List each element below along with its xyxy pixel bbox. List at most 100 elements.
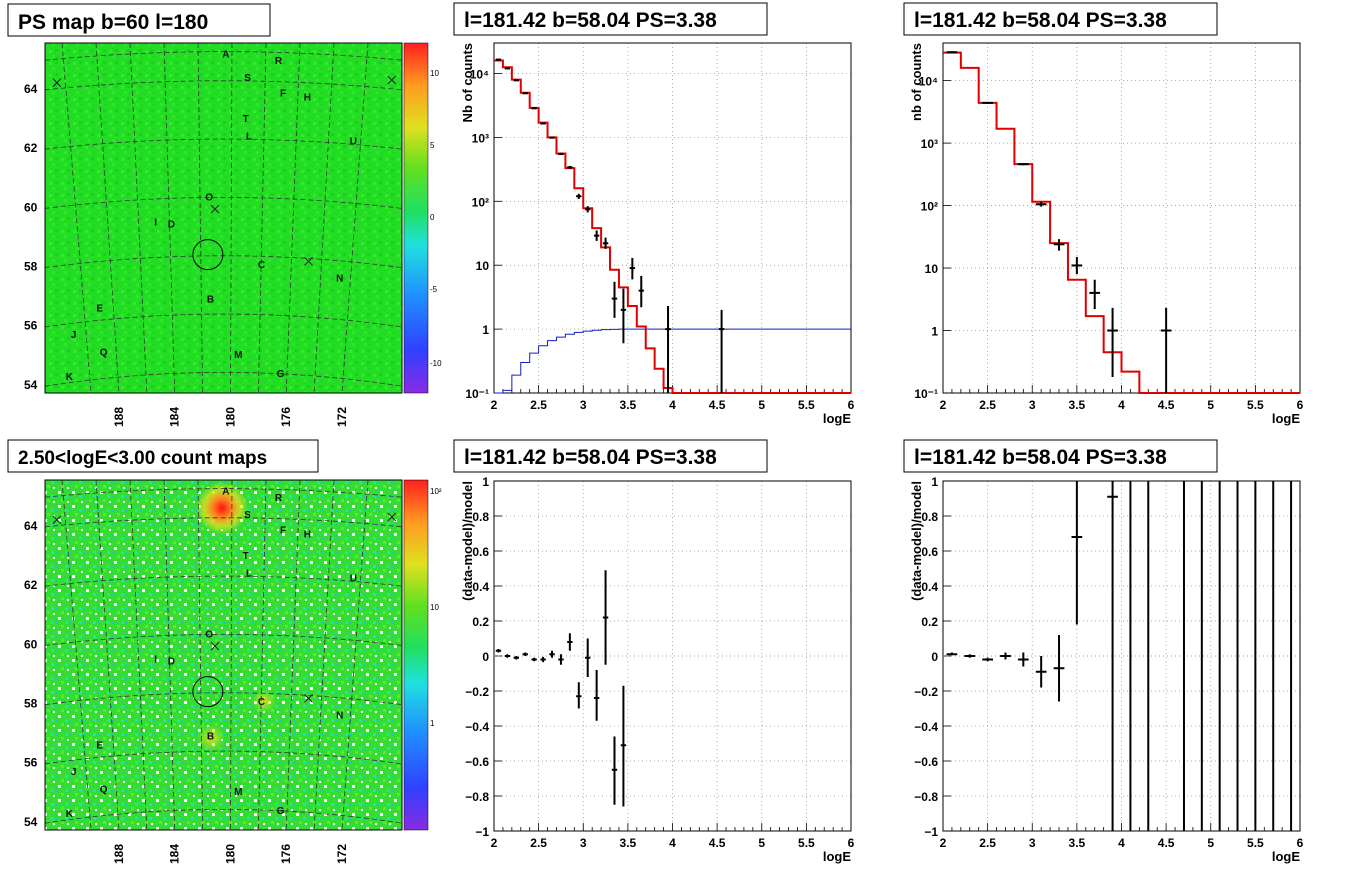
residual-right-title: l=181.42 b=58.04 PS=3.38 bbox=[914, 446, 1167, 469]
x-tick-label: 2 bbox=[940, 836, 947, 850]
y-tick-label: 0.2 bbox=[921, 615, 938, 629]
source-marker-label: D bbox=[168, 657, 175, 668]
cross-marker bbox=[210, 641, 220, 651]
lat-gridline bbox=[44, 372, 403, 387]
source-marker-label: H bbox=[304, 529, 311, 540]
x-tick-label: 6 bbox=[848, 398, 855, 412]
y-tick-label: 10² bbox=[472, 195, 489, 209]
lon-gridline bbox=[95, 479, 120, 831]
cross-marker bbox=[387, 75, 397, 85]
lon-tick-label: 172 bbox=[335, 407, 349, 427]
y-tick-label: −0.8 bbox=[914, 790, 938, 804]
map-frame bbox=[44, 479, 403, 831]
y-tick-label: 0.2 bbox=[472, 615, 489, 629]
lat-tick-label: 62 bbox=[24, 578, 38, 592]
lat-tick-label: 56 bbox=[24, 319, 38, 333]
y-tick-label: 10⁴ bbox=[470, 67, 489, 81]
source-marker-label: O bbox=[205, 192, 213, 203]
y-tick-label: 1 bbox=[482, 475, 489, 489]
ps-map-title-box bbox=[7, 3, 271, 37]
source-marker-label: T bbox=[243, 551, 249, 562]
x-tick-label: 6 bbox=[848, 836, 855, 850]
lat-gridline bbox=[44, 51, 403, 61]
y-axis-label: nb of counts bbox=[909, 43, 924, 121]
x-tick-label: 6 bbox=[1297, 398, 1304, 412]
y-tick-label: −0.6 bbox=[914, 755, 938, 769]
y-tick-label: −1 bbox=[475, 825, 489, 839]
x-tick-label: 5 bbox=[758, 836, 765, 850]
ps-map-title: PS map b=60 l=180 bbox=[18, 11, 208, 34]
source-marker-label: Q bbox=[100, 784, 108, 795]
count-colorbar-ticks: 10² 10 1 bbox=[430, 487, 442, 728]
x-tick-label: 2.5 bbox=[530, 398, 547, 412]
lon-gridline bbox=[61, 479, 92, 831]
lat-gridline bbox=[44, 750, 403, 765]
lat-gridline bbox=[44, 692, 403, 705]
cross-marker bbox=[210, 204, 220, 214]
ps-map-colorbar bbox=[403, 42, 429, 394]
lon-gridline bbox=[230, 42, 233, 394]
source-marker-label: F bbox=[280, 525, 286, 536]
source-marker-label: M bbox=[234, 787, 242, 798]
lon-tick-label: 176 bbox=[279, 407, 293, 427]
lon-gridline bbox=[61, 42, 92, 394]
y-tick-label: −0.4 bbox=[914, 720, 938, 734]
source-marker-label: S bbox=[244, 510, 251, 521]
ps-cbar-tick: 5 bbox=[430, 141, 435, 150]
x-tick-label: 5.5 bbox=[798, 398, 815, 412]
y-tick-label: 10³ bbox=[472, 131, 489, 145]
x-tick-label: 2.5 bbox=[530, 836, 547, 850]
x-tick-label: 3.5 bbox=[1069, 398, 1086, 412]
source-marker-label: J bbox=[71, 330, 77, 341]
lat-tick-label: 58 bbox=[24, 260, 38, 274]
acceptance-curve bbox=[494, 328, 851, 394]
lat-gridline bbox=[44, 80, 403, 91]
y-tick-label: −0.4 bbox=[465, 720, 489, 734]
y-tick-label: 0.6 bbox=[921, 545, 938, 559]
y-tick-label: 0.6 bbox=[472, 545, 489, 559]
plot-frame bbox=[942, 42, 1301, 394]
model-histogram bbox=[494, 59, 851, 394]
lon-tick-label: 180 bbox=[223, 407, 237, 427]
lon-gridline bbox=[129, 479, 148, 831]
residual-right-title-box bbox=[903, 439, 1218, 473]
lon-gridline bbox=[230, 479, 233, 831]
spectrum-left-plot: 2 2.5 3 3.5 4 4.5 5 5.5 6 10⁻¹ 1 10 10² 10³ 10⁴ logE Nb … bbox=[460, 42, 855, 426]
source-marker-label: S bbox=[244, 73, 251, 84]
count-cbar-tick: 1 bbox=[430, 719, 435, 728]
source-marker-label: E bbox=[96, 741, 103, 752]
cross-marker bbox=[387, 512, 397, 522]
lon-gridline bbox=[197, 42, 203, 394]
x-tick-label: 3 bbox=[580, 398, 587, 412]
count-map-colorbar bbox=[403, 479, 429, 831]
source-marker-label: M bbox=[234, 350, 242, 361]
x-tick-label: 4.5 bbox=[1158, 398, 1175, 412]
x-axis-label: logE bbox=[823, 849, 851, 864]
cross-marker bbox=[304, 694, 313, 703]
spectrum-left-title: l=181.42 b=58.04 PS=3.38 bbox=[464, 9, 717, 32]
y-tick-label: 0 bbox=[482, 650, 489, 664]
source-marker-label: I bbox=[154, 654, 157, 665]
residual-left-plot: 2 2.5 3 3.5 4 4.5 5 5.5 6 −1 −0.8 −0.6 −0.4 −0.2 0 0.2 0… bbox=[460, 475, 855, 864]
residual-right-panel: l=181.42 b=58.04 PS=3.38 2 2.5 3 3.5 4 4.5 5 5.… bbox=[903, 439, 1304, 864]
x-tick-label: 5.5 bbox=[1247, 836, 1264, 850]
residual-right-plot: 2 2.5 3 3.5 4 4.5 5 5.5 6 −1 −0.8 −0.6 −0.4 −0.2 0 0.2 0… bbox=[909, 475, 1304, 864]
source-marker-label: U bbox=[350, 573, 357, 584]
lon-gridline bbox=[313, 479, 335, 831]
source-marker-label: B bbox=[207, 295, 214, 306]
y-axis-label: Nb of counts bbox=[460, 43, 475, 122]
ps-map-image bbox=[45, 43, 402, 393]
y-tick-label: −0.6 bbox=[465, 755, 489, 769]
x-tick-label: 4.5 bbox=[709, 836, 726, 850]
source-marker-label: Q bbox=[100, 347, 108, 358]
ps-cbar-tick: -5 bbox=[430, 285, 438, 294]
source-marker-label: C bbox=[258, 260, 265, 271]
x-tick-label: 3.5 bbox=[620, 836, 637, 850]
x-tick-label: 3 bbox=[1029, 836, 1036, 850]
lat-tick-label: 56 bbox=[24, 756, 38, 770]
y-tick-label: 10 bbox=[925, 262, 939, 276]
y-tick-label: 10 bbox=[476, 259, 490, 273]
x-axis-label: logE bbox=[823, 411, 851, 426]
lon-tick-label: 172 bbox=[335, 844, 349, 864]
y-tick-label: 1 bbox=[931, 475, 938, 489]
